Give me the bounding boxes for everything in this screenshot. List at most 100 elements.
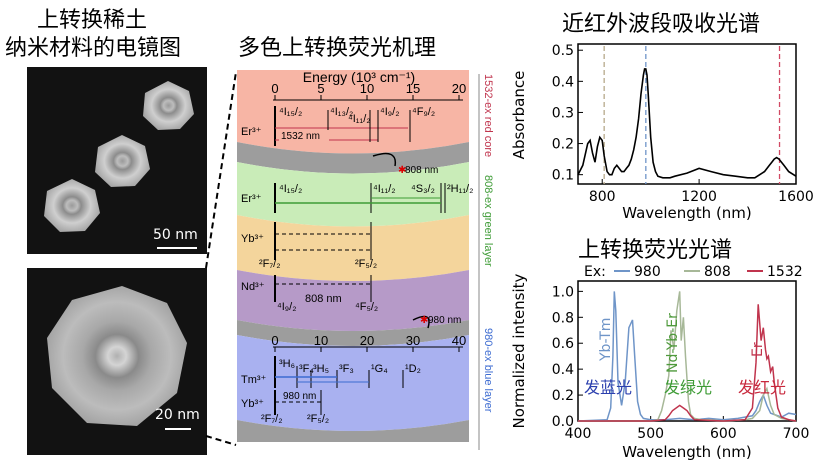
annotation-yb-tm: Yb-Tm: [598, 318, 614, 362]
absorption-x-tick-label: 800: [589, 189, 616, 205]
tem-scale-label-bottom: 20 nm: [155, 407, 200, 423]
emission-x-tick-label: 400: [565, 426, 592, 442]
level-yb-blue: ²F₅/₂: [307, 413, 329, 425]
absorption-title: 近红外波段吸收光谱: [562, 12, 761, 37]
arrow-980: [412, 315, 430, 329]
legend-label-980: 980: [634, 264, 661, 280]
band-shell-gray-1: [237, 142, 469, 174]
emission-x-tick-label: 600: [710, 426, 737, 442]
emission-ylabel: Normalized intensity: [512, 273, 528, 428]
level-nd: ⁴I₉/₂: [277, 301, 296, 313]
ion-nd: Nd³⁺: [241, 281, 265, 293]
level-tm: ³H₆: [279, 358, 295, 370]
absorption-y-tick-label: 0.3: [552, 105, 574, 121]
level-tm: ³F₄: [299, 363, 314, 375]
band-shell-gray-2: [237, 320, 469, 346]
ion-yb-green: Yb³⁺: [241, 233, 264, 245]
ion-er-green: Er³⁺: [241, 193, 262, 205]
level-er-green: ²H₁₁/₂: [447, 183, 473, 195]
band-yb: [237, 215, 469, 281]
legend-label-1532: 1532: [767, 264, 803, 280]
level-er-green: ⁴I₁₅/₂: [279, 183, 302, 195]
emission-y-tick-label: 1.0: [552, 284, 574, 300]
layer-label-green: 808-ex green layer: [482, 175, 494, 267]
absorption-plot-frame: [577, 43, 797, 185]
annotation-nd-yb-er: Nd-Yb-Er: [665, 313, 681, 373]
energy-tick-bottom: 40: [452, 333, 466, 348]
excitation-980-star: ✱: [420, 315, 428, 326]
absorption-y-tick-label: 0.1: [552, 168, 574, 184]
energy-tick-bottom: 20: [360, 333, 374, 348]
level-er-red: ⁴F₉/₂: [412, 106, 435, 118]
level-tm: ³H₅: [313, 363, 329, 375]
level-tm: ¹D₂: [405, 363, 421, 375]
excitation-980-yb: 980 nm: [283, 391, 316, 402]
annotation-green-emission: 发绿光: [664, 378, 712, 397]
emission-y-tick-label: 0.2: [552, 388, 574, 404]
tem-scale-bar-top: [157, 247, 197, 249]
absorption-x-tick-label: 1600: [778, 189, 814, 205]
arrow-808: [372, 152, 397, 167]
energy-axis-bottom-ticks: 0 10 20 30 40: [271, 333, 466, 352]
energy-tick-top: 15: [406, 81, 420, 96]
level-er-red: ⁴I₁₅/₂: [279, 106, 302, 118]
excitation-980-label: 980 nm: [428, 315, 461, 326]
absorption-xlabel: Wavelength (nm): [622, 204, 752, 222]
band-blue-tm: [237, 335, 469, 431]
ion-tm: Tm³⁺: [241, 374, 267, 386]
emission-title: 上转换荧光光谱: [578, 238, 733, 263]
layer-label-red: 1532-ex red core: [482, 74, 494, 157]
legend-label-808: 808: [704, 264, 731, 280]
absorption-y-tick-label: 0.5: [552, 43, 574, 59]
excitation-808-star: ✱: [398, 165, 406, 176]
mechanism-title: 多色上转换荧光机理: [238, 36, 437, 61]
tem-single-particle: [27, 268, 207, 455]
ion-er-red: Er³⁺: [241, 126, 262, 138]
zoom-connector-lines: [205, 71, 237, 446]
emission-series-1532: [578, 304, 797, 422]
energy-tick-bottom: 10: [314, 333, 328, 348]
excitation-808-nd: 808 nm: [305, 293, 342, 305]
level-tm: ¹G₄: [371, 363, 388, 375]
tem-title-line1: 上转换稀土: [37, 8, 148, 33]
tem-image-top: 50 nm: [27, 67, 207, 254]
annotation-er: Er: [750, 342, 766, 357]
emission-y-tick-label: 0.0: [552, 414, 574, 430]
energy-tick-top: 5: [317, 81, 324, 96]
absorption-ylabel: Absorbance: [512, 71, 528, 160]
level-er-red: ⁴I₁₃/₂: [330, 106, 353, 118]
tem-image-bottom: 20 nm: [27, 268, 207, 455]
absorption-series-line: [577, 68, 797, 179]
level-er-red: ⁴I₉/₂: [380, 106, 399, 118]
tem-scale-label-top: 50 nm: [153, 227, 198, 243]
level-er-green: ⁴I₁₁/₂: [373, 183, 396, 195]
energy-tick-top: 0: [271, 81, 278, 96]
emission-x-tick-label: 700: [783, 426, 810, 442]
tem-hexagonal-particles: [27, 67, 207, 254]
level-er-green: ⁴S₃/₂: [411, 183, 435, 195]
emission-series-808: [578, 291, 797, 422]
energy-axis-label: Energy (10³ cm⁻¹): [303, 70, 415, 85]
level-tm: ³F₃: [339, 363, 354, 375]
annotation-red-emission: 发红光: [738, 378, 786, 397]
band-nd: [237, 270, 469, 331]
absorption-y-tick-label: 0.4: [552, 74, 574, 90]
energy-tick-top: 20: [452, 81, 466, 96]
ion-yb-blue: Yb³⁺: [241, 398, 264, 410]
emission-plot-frame: [577, 280, 797, 422]
tem-scale-bar-bottom: [165, 428, 191, 430]
absorption-chart: Absorbance Wavelength (nm) 800 1200 1600 0.…: [512, 43, 814, 222]
level-er-red: ⁴I₁₁/₂: [348, 113, 371, 125]
emission-y-tick-label: 0.4: [552, 362, 574, 378]
mechanism-diagram: 0 5 10 15 20 Energy (10³ cm⁻¹) Er³⁺ 1532…: [237, 70, 494, 455]
tem-title-line2: 纳米材料的电镜图: [5, 36, 182, 61]
energy-tick-bottom: 0: [271, 333, 278, 348]
level-yb-green: ²F₇/₂: [259, 258, 281, 270]
absorption-x-tick-label: 1200: [681, 189, 717, 205]
emission-xlabel: Wavelength (nm): [622, 443, 752, 461]
emission-x-tick-label: 500: [637, 426, 664, 442]
energy-tick-bottom: 30: [406, 333, 420, 348]
emission-y-tick-label: 0.6: [552, 336, 574, 352]
energy-tick-top: 10: [360, 81, 374, 96]
energy-axis-top-ticks: 0 5 10 15 20: [271, 81, 466, 100]
